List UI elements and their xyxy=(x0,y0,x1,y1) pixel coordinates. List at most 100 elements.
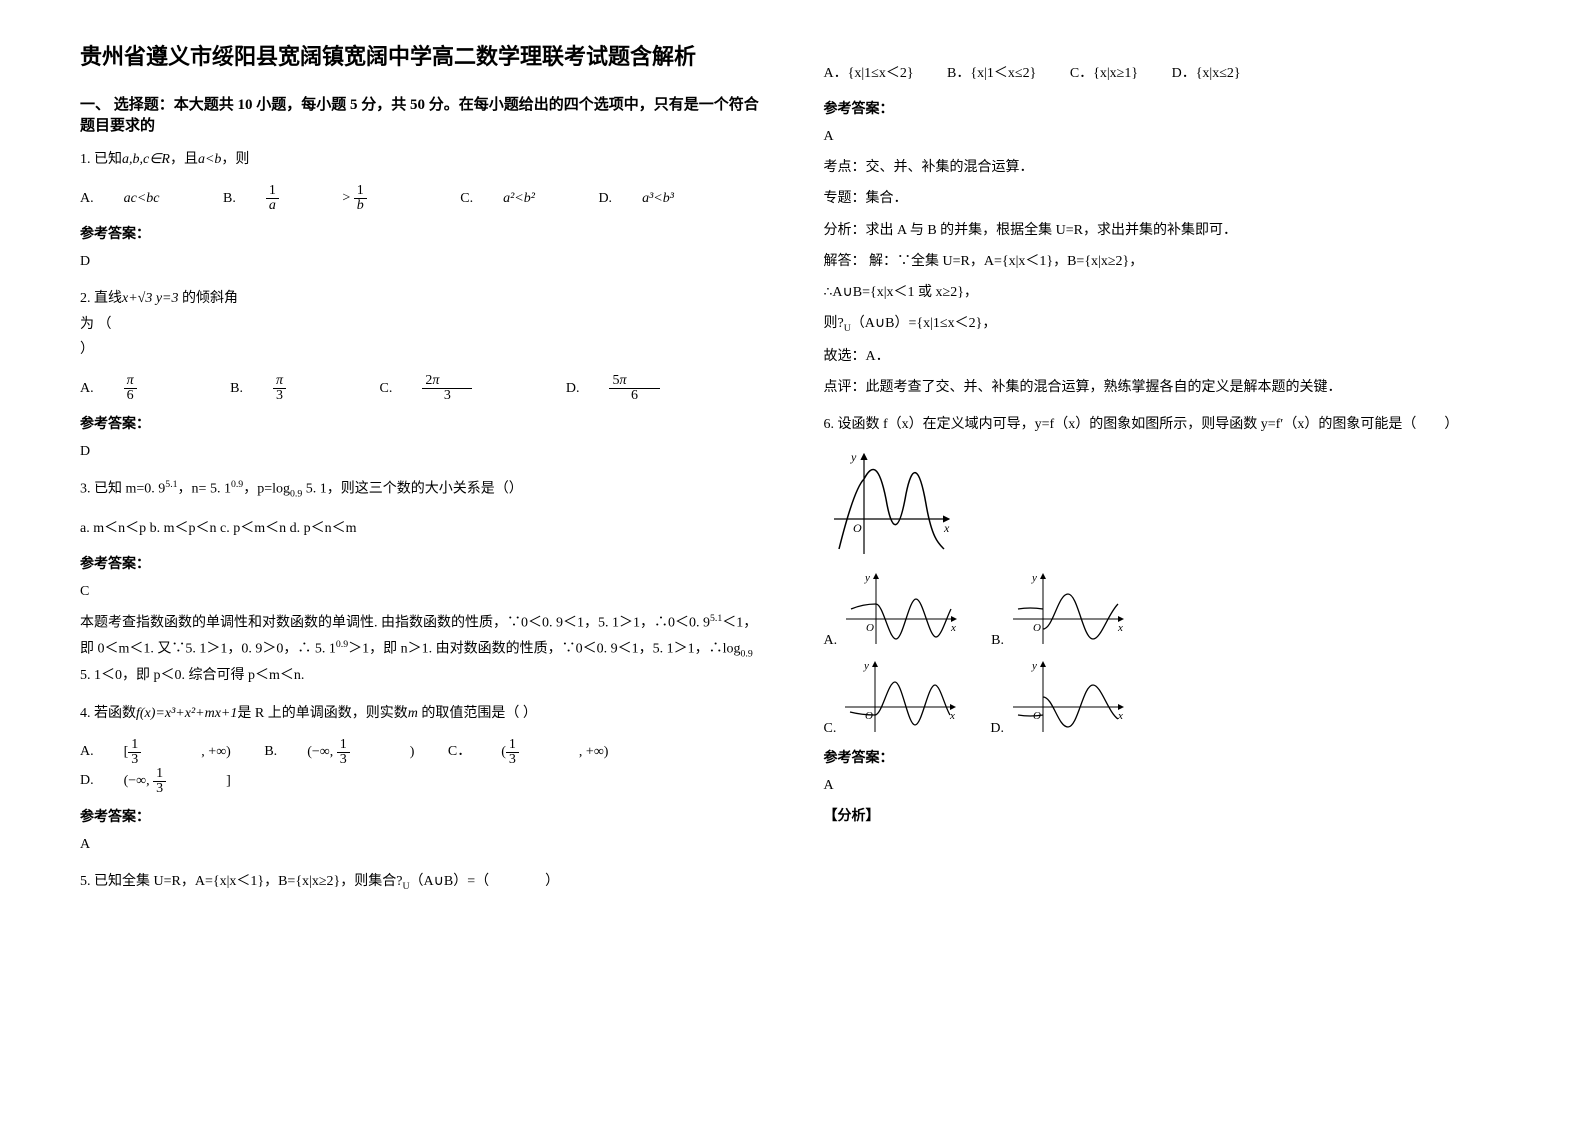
page-title: 贵州省遵义市绥阳县宽阔镇宽阔中学高二数学理联考试题含解析 xyxy=(80,40,764,73)
q1-mid: ，且 xyxy=(170,152,198,167)
q5-s2-text: （A∪B）={x|1≤x＜2}， xyxy=(851,316,997,331)
q4-options: A. [13, +∞) B. (−∞, 13) C．(13, +∞) D. (−… xyxy=(80,738,764,796)
q3-stem1: 3. 已知 m=0. 9 xyxy=(80,482,165,497)
q5-fx-text: 求出 A 与 B 的并集，根据全集 U=R，求出并集的补集即可． xyxy=(866,223,1238,238)
question-1: 1. 已知a,b,c∈R，且a<b，则 xyxy=(80,147,764,172)
q5-kaod-text: 交、并、补集的混合运算． xyxy=(866,160,1034,175)
q5-dp-text: 此题考查了交、并、补集的混合运算，熟练掌握各自的定义是解本题的关键． xyxy=(866,380,1342,395)
q6-main-graph: x y O xyxy=(824,449,1508,559)
q3-answer: C xyxy=(80,579,764,604)
q5-options: A．{x|1≤x＜2} B．{x|1＜x≤2} C．{x|x≥1} D．{x|x… xyxy=(824,60,1508,88)
q5-kaod-label: 考点： xyxy=(824,160,866,175)
q6-options-row1: A. x y O B. x y O xyxy=(824,569,1508,649)
q5-zt-text: 集合． xyxy=(866,191,908,206)
q6-optD-graph: D. x y O xyxy=(990,657,1128,737)
q6-answer: A xyxy=(824,773,1508,798)
q5-kaod: 考点：交、并、补集的混合运算． xyxy=(824,155,1508,180)
svg-text:y: y xyxy=(864,572,870,584)
q2-answer: D xyxy=(80,439,764,464)
q2-stem: 2. 直线 xyxy=(80,291,122,306)
q1-options: A. ac<bc B. 1a > 1b C. a²<b² D. a³<b³ xyxy=(80,184,764,213)
q6-optA-label: A. xyxy=(824,633,838,649)
q5-answer-label: 参考答案： xyxy=(824,98,1508,118)
question-6: 6. 设函数 f（x）在定义域内可导，y=f（x）的图象如图所示，则导函数 y=… xyxy=(824,412,1508,437)
q1-stem: 1. 已知 xyxy=(80,152,122,167)
q1-optC: a²<b² xyxy=(503,185,535,213)
q5-s2-sub: U xyxy=(844,323,851,334)
q4-end2: 的取值范围是（ ） xyxy=(418,706,537,721)
svg-text:O: O xyxy=(853,521,862,535)
q2-options: A. π6 B. π3 C. 2π3 D. 5π6 xyxy=(80,374,764,403)
q4-answer: A xyxy=(80,832,764,857)
q4-optC-pre: C． xyxy=(448,738,471,766)
q3-options: a. m＜n＜p b. m＜p＜n c. p＜m＜n d. p＜n＜m xyxy=(80,515,764,543)
q2-math: x+√3 y=3 xyxy=(122,291,179,306)
q3-answer-label: 参考答案： xyxy=(80,553,764,573)
svg-text:O: O xyxy=(865,710,873,722)
q5-optC: C．{x|x≥1} xyxy=(1070,60,1138,88)
q5-jieda: 解答： 解：∵全集 U=R，A={x|x＜1}，B={x|x≥2}， xyxy=(824,249,1508,274)
question-2: 2. 直线x+√3 y=3 的倾斜角 为 （ ） xyxy=(80,286,764,362)
q1-optA: ac<bc xyxy=(124,185,160,213)
optC-svg: x y O xyxy=(840,657,960,737)
optB-svg: x y O xyxy=(1008,569,1128,649)
q2-line2: 为 （ xyxy=(80,312,764,337)
q6-optA-graph: A. x y O xyxy=(824,569,962,649)
q1-answer-label: 参考答案： xyxy=(80,223,764,243)
q4-optB-pre: B. xyxy=(264,738,277,766)
q2-line3: ） xyxy=(80,337,764,362)
q5-step1: ∴A∪B={x|x＜1 或 x≥2}， xyxy=(824,280,1508,305)
svg-text:x: x xyxy=(950,622,956,634)
q5-zhuanti: 专题：集合． xyxy=(824,186,1508,211)
q2-optA-pre: A. xyxy=(80,375,94,403)
q3-stem2: ，n= 5. 1 xyxy=(178,482,231,497)
q4-math: f(x)=x³+x²+mx+1 xyxy=(136,706,237,721)
q2-optD-pre: D. xyxy=(566,375,580,403)
q1-answer: D xyxy=(80,249,764,274)
q1-math1: a,b,c∈R xyxy=(122,152,170,167)
q1-optC-pre: C. xyxy=(460,185,473,213)
section-heading: 一、 选择题：本大题共 10 小题，每小题 5 分，共 50 分。在每小题给出的… xyxy=(80,93,764,135)
q2-end: 的倾斜角 xyxy=(179,291,239,306)
svg-text:x: x xyxy=(1117,622,1123,634)
q2-optB-pre: B. xyxy=(230,375,243,403)
q5-stem1: 5. 已知全集 U=R，A={x|x＜1}，B={x|x≥2}，则集合? xyxy=(80,874,402,889)
q2-optC-pre: C. xyxy=(380,375,393,403)
q5-optD: D．{x|x≤2} xyxy=(1172,60,1241,88)
q4-m: m xyxy=(408,706,418,721)
q5-s2-pre: 则? xyxy=(824,316,844,331)
q6-answer-label: 参考答案： xyxy=(824,747,1508,767)
svg-text:O: O xyxy=(866,622,874,634)
q6-optC-graph: C. x y O xyxy=(824,657,961,737)
q3-ana3: ＞1，即 n＞1. 由对数函数的性质，∵0＜0. 9＜1，5. 1＞1，∴log xyxy=(348,642,740,657)
q4-end: 是 R 上的单调函数，则实数 xyxy=(237,706,407,721)
q5-optB: B．{x|1＜x≤2} xyxy=(947,60,1036,88)
q1-optD-pre: D. xyxy=(598,185,612,213)
q5-jd-text: 解：∵全集 U=R，A={x|x＜1}，B={x|x≥2}， xyxy=(866,254,1144,269)
q5-step2: 则?U（A∪B）={x|1≤x＜2}， xyxy=(824,311,1508,337)
question-3: 3. 已知 m=0. 95.1，n= 5. 10.9，p=log0.9 5. 1… xyxy=(80,476,764,503)
q2-answer-label: 参考答案： xyxy=(80,413,764,433)
q3-ana4: 5. 1＜0，即 p＜0. 综合可得 p＜m＜n. xyxy=(80,668,304,683)
q6-analysis-label: 【分析】 xyxy=(824,804,1508,829)
svg-text:x: x xyxy=(943,521,950,535)
q4-stem: 4. 若函数 xyxy=(80,706,136,721)
svg-text:x: x xyxy=(949,710,955,722)
main-graph-svg: x y O xyxy=(824,449,954,559)
q5-fenxi: 分析：求出 A 与 B 的并集，根据全集 U=R，求出并集的补集即可． xyxy=(824,218,1508,243)
q6-optB-label: B. xyxy=(991,633,1004,649)
q6-optC-label: C. xyxy=(824,721,837,737)
question-5-stem: 5. 已知全集 U=R，A={x|x＜1}，B={x|x≥2}，则集合?U（A∪… xyxy=(80,869,764,895)
q5-zt-label: 专题： xyxy=(824,191,866,206)
svg-text:y: y xyxy=(863,660,869,672)
q5-stem2: （A∪B）=（ ） xyxy=(410,874,560,889)
q6-optD-label: D. xyxy=(990,721,1004,737)
q3-stem3: ，p=log xyxy=(243,482,290,497)
q6-optB-graph: B. x y O xyxy=(991,569,1128,649)
svg-text:y: y xyxy=(850,450,857,464)
q5-fx-label: 分析： xyxy=(824,223,866,238)
q5-dianp: 点评：此题考查了交、并、补集的混合运算，熟练掌握各自的定义是解本题的关键． xyxy=(824,375,1508,400)
q4-optA-pre: A. xyxy=(80,738,94,766)
q3-ana1: 本题考查指数函数的单调性和对数函数的单调性. 由指数函数的性质，∵0＜0. 9＜… xyxy=(80,616,710,631)
question-4: 4. 若函数f(x)=x³+x²+mx+1是 R 上的单调函数，则实数m 的取值… xyxy=(80,701,764,726)
